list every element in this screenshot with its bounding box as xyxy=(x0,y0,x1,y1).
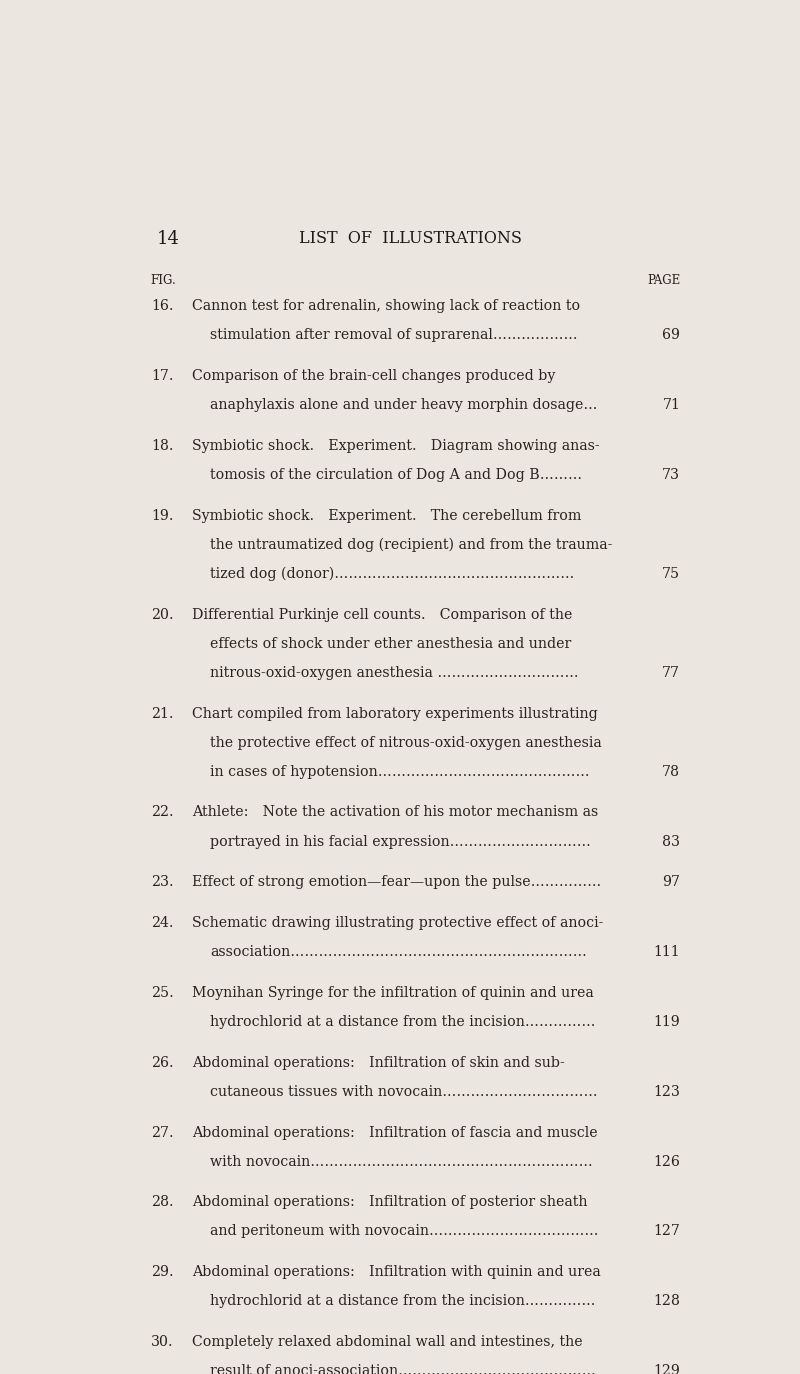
Text: 119: 119 xyxy=(654,1015,680,1029)
Text: 77: 77 xyxy=(662,666,680,680)
Text: 69: 69 xyxy=(662,328,680,342)
Text: portrayed in his facial expression…………………………: portrayed in his facial expression………………… xyxy=(210,834,591,849)
Text: Cannon test for adrenalin, showing lack of reaction to: Cannon test for adrenalin, showing lack … xyxy=(192,300,580,313)
Text: 22.: 22. xyxy=(151,805,174,819)
Text: Symbiotic shock. Experiment. The cerebellum from: Symbiotic shock. Experiment. The cerebel… xyxy=(192,508,581,522)
Text: 83: 83 xyxy=(662,834,680,849)
Text: PAGE: PAGE xyxy=(647,273,680,287)
Text: 29.: 29. xyxy=(151,1265,174,1279)
Text: the untraumatized dog (recipient) and from the trauma-: the untraumatized dog (recipient) and fr… xyxy=(210,537,613,552)
Text: tized dog (donor)……………………………………………: tized dog (donor)…………………………………………… xyxy=(210,567,574,581)
Text: Differential Purkinje cell counts. Comparison of the: Differential Purkinje cell counts. Compa… xyxy=(192,607,572,621)
Text: stimulation after removal of suprarenal………………: stimulation after removal of suprarenal…… xyxy=(210,328,578,342)
Text: 14: 14 xyxy=(157,231,180,249)
Text: 24.: 24. xyxy=(151,916,174,930)
Text: the protective effect of nitrous-oxid-oxygen anesthesia: the protective effect of nitrous-oxid-ox… xyxy=(210,735,602,750)
Text: 123: 123 xyxy=(654,1085,680,1099)
Text: 17.: 17. xyxy=(151,370,174,383)
Text: FIG.: FIG. xyxy=(151,273,177,287)
Text: Abdominal operations: Infiltration of skin and sub-: Abdominal operations: Infiltration of sk… xyxy=(192,1055,565,1070)
Text: Abdominal operations: Infiltration of posterior sheath: Abdominal operations: Infiltration of po… xyxy=(192,1195,587,1209)
Text: Symbiotic shock. Experiment. Diagram showing anas-: Symbiotic shock. Experiment. Diagram sho… xyxy=(192,438,599,453)
Text: 21.: 21. xyxy=(151,706,174,720)
Text: 18.: 18. xyxy=(151,438,174,453)
Text: hydrochlorid at a distance from the incision……………: hydrochlorid at a distance from the inci… xyxy=(210,1015,596,1029)
Text: in cases of hypotension………………………………………: in cases of hypotension……………………………………… xyxy=(210,765,590,779)
Text: 71: 71 xyxy=(662,398,680,412)
Text: nitrous-oxid-oxygen anesthesia …………………………: nitrous-oxid-oxygen anesthesia ………………………… xyxy=(210,666,579,680)
Text: 30.: 30. xyxy=(151,1336,174,1349)
Text: 19.: 19. xyxy=(151,508,174,522)
Text: 128: 128 xyxy=(654,1294,680,1308)
Text: Moynihan Syringe for the infiltration of quinin and urea: Moynihan Syringe for the infiltration of… xyxy=(192,987,594,1000)
Text: tomosis of the circulation of Dog A and Dog B………: tomosis of the circulation of Dog A and … xyxy=(210,469,582,482)
Text: hydrochlorid at a distance from the incision……………: hydrochlorid at a distance from the inci… xyxy=(210,1294,596,1308)
Text: 25.: 25. xyxy=(151,987,174,1000)
Text: 16.: 16. xyxy=(151,300,174,313)
Text: Chart compiled from laboratory experiments illustrating: Chart compiled from laboratory experimen… xyxy=(192,706,598,720)
Text: 97: 97 xyxy=(662,875,680,889)
Text: Athlete: Note the activation of his motor mechanism as: Athlete: Note the activation of his moto… xyxy=(192,805,598,819)
Text: with novocain……………………………………………………: with novocain…………………………………………………… xyxy=(210,1154,593,1169)
Text: 75: 75 xyxy=(662,567,680,581)
Text: 127: 127 xyxy=(654,1224,680,1238)
Text: 129: 129 xyxy=(654,1364,680,1374)
Text: 27.: 27. xyxy=(151,1125,174,1139)
Text: 78: 78 xyxy=(662,765,680,779)
Text: LIST  OF  ILLUSTRATIONS: LIST OF ILLUSTRATIONS xyxy=(298,231,522,247)
Text: Abdominal operations: Infiltration with quinin and urea: Abdominal operations: Infiltration with … xyxy=(192,1265,601,1279)
Text: effects of shock under ether anesthesia and under: effects of shock under ether anesthesia … xyxy=(210,636,572,651)
Text: cutaneous tissues with novocain……………………………: cutaneous tissues with novocain………………………… xyxy=(210,1085,598,1099)
Text: and peritoneum with novocain………………………………: and peritoneum with novocain……………………………… xyxy=(210,1224,599,1238)
Text: 20.: 20. xyxy=(151,607,174,621)
Text: Abdominal operations: Infiltration of fascia and muscle: Abdominal operations: Infiltration of fa… xyxy=(192,1125,598,1139)
Text: Effect of strong emotion—fear—upon the pulse……………: Effect of strong emotion—fear—upon the p… xyxy=(192,875,601,889)
Text: Completely relaxed abdominal wall and intestines, the: Completely relaxed abdominal wall and in… xyxy=(192,1336,582,1349)
Text: 126: 126 xyxy=(654,1154,680,1169)
Text: 28.: 28. xyxy=(151,1195,174,1209)
Text: association………………………………………………………: association……………………………………………………… xyxy=(210,945,587,959)
Text: 111: 111 xyxy=(654,945,680,959)
Text: Comparison of the brain-cell changes produced by: Comparison of the brain-cell changes pro… xyxy=(192,370,555,383)
Text: anaphylaxis alone and under heavy morphin dosage…: anaphylaxis alone and under heavy morphi… xyxy=(210,398,598,412)
Text: result of anoci-association……………………………………: result of anoci-association…………………………………… xyxy=(210,1364,596,1374)
Text: Schematic drawing illustrating protective effect of anoci-: Schematic drawing illustrating protectiv… xyxy=(192,916,603,930)
Text: 26.: 26. xyxy=(151,1055,174,1070)
Text: 73: 73 xyxy=(662,469,680,482)
Text: 23.: 23. xyxy=(151,875,174,889)
